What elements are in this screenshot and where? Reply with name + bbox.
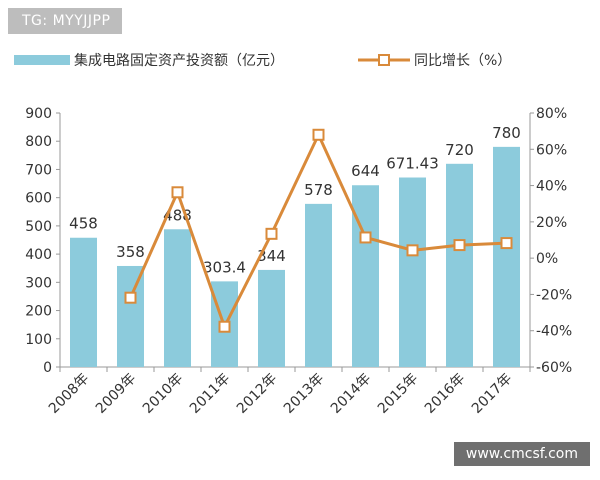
growth-point bbox=[453, 239, 466, 252]
bar bbox=[70, 237, 97, 367]
y-left-tick-label: 600 bbox=[25, 191, 52, 207]
bar-value-label: 358 bbox=[116, 243, 145, 261]
bar bbox=[258, 269, 285, 367]
bar bbox=[352, 185, 379, 367]
growth-point bbox=[265, 227, 278, 240]
x-tick-label: 2011年 bbox=[187, 371, 233, 417]
channel-tag: TG: MYYJJPP bbox=[8, 8, 123, 34]
y-left-tick-label: 0 bbox=[43, 360, 52, 376]
y-right-tick-label: -40% bbox=[536, 324, 572, 340]
growth-point bbox=[500, 237, 513, 250]
y-right-tick-label: -60% bbox=[536, 360, 572, 376]
bar-value-label: 720 bbox=[445, 141, 474, 159]
y-right-tick-label: 0% bbox=[536, 251, 558, 267]
x-tick-label: 2010年 bbox=[140, 371, 186, 417]
bar-value-label: 671.43 bbox=[386, 155, 439, 173]
legend-bar-label: 集成电路固定资产投资额（亿元） bbox=[74, 52, 284, 69]
legend: 集成电路固定资产投资额（亿元） 同比增长（%） bbox=[14, 52, 511, 69]
bars bbox=[70, 146, 520, 367]
y-right-tick-label: 40% bbox=[536, 179, 567, 195]
bar bbox=[117, 265, 144, 367]
bar-value-label: 578 bbox=[304, 181, 333, 199]
y-left-tick-label: 800 bbox=[25, 134, 52, 150]
y-left-tick-label: 200 bbox=[25, 304, 52, 320]
growth-point bbox=[124, 291, 137, 304]
y-right-tick-label: 20% bbox=[536, 215, 567, 231]
x-labels: 2008年 2009年 2010年 2011年 2012年 2013年 2014年 2015年… bbox=[46, 371, 515, 417]
y-left-tick-label: 100 bbox=[25, 332, 52, 348]
legend-line-label: 同比增长（%） bbox=[414, 53, 511, 69]
legend-bar-swatch bbox=[14, 55, 70, 65]
x-tick-label: 2014年 bbox=[328, 371, 374, 417]
bar bbox=[493, 146, 520, 367]
x-tick-label: 2013年 bbox=[281, 371, 327, 417]
y-left-tick-label: 300 bbox=[25, 275, 52, 291]
x-tick-label: 2016年 bbox=[422, 371, 468, 417]
y-left-tick-label: 900 bbox=[25, 106, 52, 122]
growth-point bbox=[406, 244, 419, 257]
growth-point bbox=[312, 128, 325, 141]
y-left-tick-label: 500 bbox=[25, 219, 52, 235]
y-right-tick-label: -20% bbox=[536, 287, 572, 303]
growth-point bbox=[171, 186, 184, 199]
y-right-tick-label: 60% bbox=[536, 142, 567, 158]
site-url-tag: www.cmcsf.com bbox=[453, 442, 590, 466]
growth-line bbox=[124, 128, 513, 333]
x-tick-label: 2009年 bbox=[93, 371, 139, 417]
bar bbox=[164, 229, 191, 367]
y-right-tick-label: 80% bbox=[536, 106, 567, 122]
x-tick-label: 2012年 bbox=[234, 371, 280, 417]
bar bbox=[446, 163, 473, 367]
x-tick-label: 2015年 bbox=[375, 371, 421, 417]
bar bbox=[305, 203, 332, 367]
x-tick-label: 2008年 bbox=[46, 371, 92, 417]
x-tick-label: 2017年 bbox=[469, 371, 515, 417]
bar-value-label: 344 bbox=[257, 247, 286, 265]
y-left-tick-label: 400 bbox=[25, 247, 52, 263]
bar-value-label: 303.4 bbox=[203, 258, 246, 276]
axes: 0 100 200 300 400 500 600 700 800 900 -60% -40% -20%… bbox=[25, 106, 572, 376]
growth-point bbox=[218, 320, 231, 333]
growth-point bbox=[359, 231, 372, 244]
bar-value-label: 644 bbox=[351, 162, 380, 180]
y-left-tick-label: 700 bbox=[25, 162, 52, 178]
legend-line-marker bbox=[378, 54, 390, 66]
bar-value-label: 458 bbox=[69, 215, 98, 233]
bar-value-label: 780 bbox=[492, 124, 521, 142]
bar bbox=[399, 177, 426, 367]
